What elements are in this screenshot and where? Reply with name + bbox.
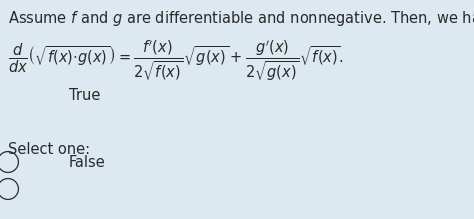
Text: $\dfrac{d}{dx}\left(\sqrt{f(x){\cdot}g(x)}\right) = \dfrac{f'(x)}{2\sqrt{f(x)}}\: $\dfrac{d}{dx}\left(\sqrt{f(x){\cdot}g(x… (8, 39, 344, 83)
Text: False: False (69, 155, 106, 170)
Text: True: True (69, 88, 100, 102)
Text: Select one:: Select one: (8, 142, 90, 157)
Text: Assume $\mathit{f}$ and $\mathit{g}$ are differentiable and nonnegative. Then, w: Assume $\mathit{f}$ and $\mathit{g}$ are… (8, 9, 474, 28)
